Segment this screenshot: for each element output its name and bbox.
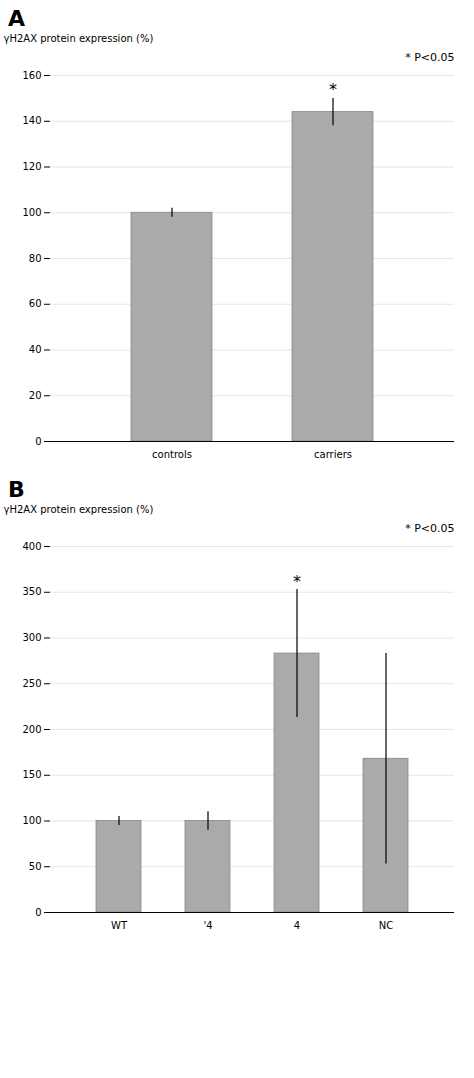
- svg-text:4: 4: [294, 920, 300, 931]
- svg-text:*: *: [329, 80, 337, 99]
- svg-text:120: 120: [22, 161, 41, 172]
- svg-text:200: 200: [22, 724, 41, 735]
- svg-text:400: 400: [22, 541, 41, 552]
- svg-text:carriers: carriers: [314, 449, 352, 460]
- svg-text:140: 140: [22, 115, 41, 126]
- svg-text:100: 100: [22, 207, 41, 218]
- svg-text:0: 0: [35, 907, 41, 918]
- svg-text:80: 80: [29, 253, 42, 264]
- svg-text:* P<0.05: * P<0.05: [405, 522, 454, 535]
- svg-text:250: 250: [22, 678, 41, 689]
- svg-text:0: 0: [35, 436, 41, 447]
- svg-text:controls: controls: [152, 449, 192, 460]
- svg-text:20: 20: [29, 390, 42, 401]
- svg-text:WT: WT: [111, 920, 128, 931]
- html-text:B: B: [8, 477, 25, 502]
- svg-text:60: 60: [29, 298, 42, 309]
- svg-text:300: 300: [22, 632, 41, 643]
- svg-text:'4: '4: [203, 920, 212, 931]
- svg-text:40: 40: [29, 344, 42, 355]
- svg-text:*: *: [293, 572, 301, 591]
- svg-text:160: 160: [22, 70, 41, 81]
- svg-text:* P<0.05: * P<0.05: [405, 51, 454, 64]
- svg-text:350: 350: [22, 586, 41, 597]
- svg-text:50: 50: [29, 861, 42, 872]
- svg-text:100: 100: [22, 815, 41, 826]
- html-text:A: A: [8, 6, 25, 31]
- svg-text:150: 150: [22, 769, 41, 780]
- svg-text:γH2AX protein expression (%): γH2AX protein expression (%): [4, 33, 154, 44]
- svg-text:NC: NC: [379, 920, 393, 931]
- svg-text:γH2AX protein expression (%): γH2AX protein expression (%): [4, 504, 154, 515]
